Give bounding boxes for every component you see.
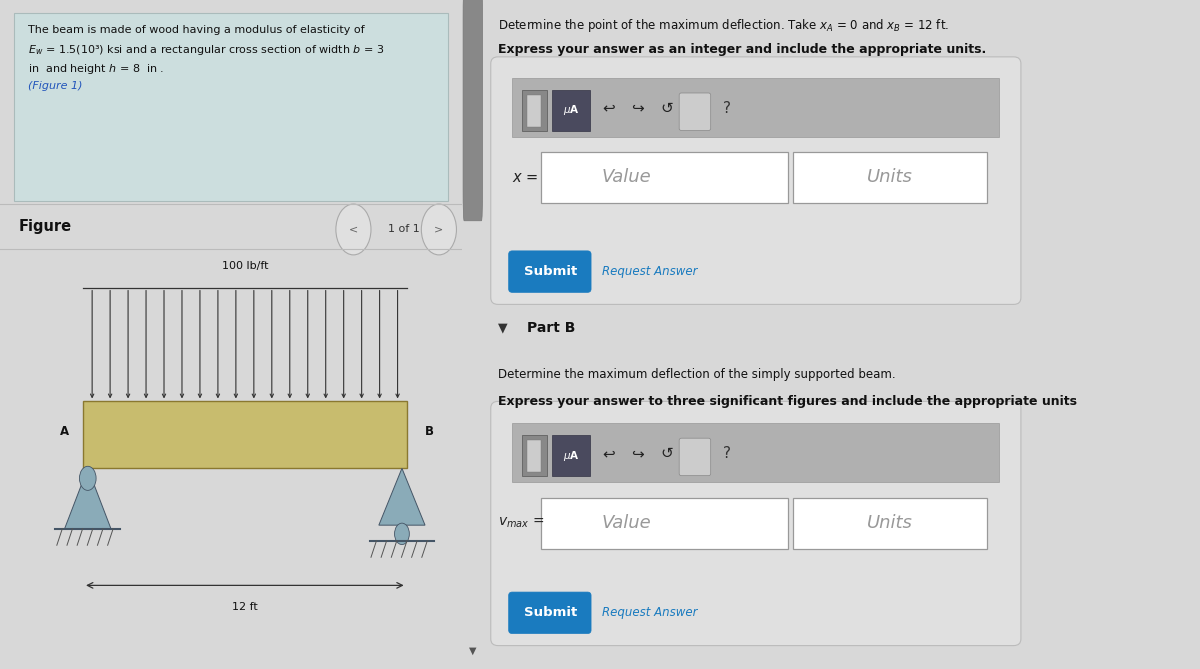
FancyBboxPatch shape (463, 0, 482, 221)
Text: $x$ =: $x$ = (512, 170, 539, 185)
Text: 12 ft: 12 ft (232, 602, 258, 612)
Text: Submit: Submit (523, 265, 577, 278)
Circle shape (336, 204, 371, 255)
FancyBboxPatch shape (522, 435, 547, 476)
Text: ↺: ↺ (660, 446, 673, 461)
FancyBboxPatch shape (509, 251, 592, 292)
Text: Units: Units (866, 169, 913, 186)
Text: ▼: ▼ (498, 321, 508, 334)
Text: ↩: ↩ (602, 101, 616, 116)
Text: ▼: ▼ (469, 646, 476, 656)
Circle shape (395, 523, 409, 545)
Text: (Figure 1): (Figure 1) (28, 81, 83, 91)
Text: A: A (60, 425, 70, 438)
Text: Units: Units (866, 514, 913, 532)
Text: ↩: ↩ (602, 446, 616, 461)
FancyBboxPatch shape (552, 90, 589, 131)
Text: The beam is made of wood having a modulus of elasticity of: The beam is made of wood having a modulu… (28, 25, 365, 35)
Text: ↪: ↪ (631, 446, 644, 461)
Text: in  and height $h$ = 8  in .: in and height $h$ = 8 in . (28, 62, 164, 76)
Text: <: < (349, 225, 358, 234)
FancyBboxPatch shape (679, 93, 710, 130)
Circle shape (421, 204, 456, 255)
FancyBboxPatch shape (491, 57, 1021, 304)
Text: Part B: Part B (527, 321, 575, 335)
Text: B: B (425, 425, 434, 438)
FancyBboxPatch shape (83, 401, 407, 468)
Polygon shape (379, 468, 425, 525)
Text: $v_{max}$ =: $v_{max}$ = (498, 516, 545, 531)
Text: ↺: ↺ (660, 101, 673, 116)
FancyBboxPatch shape (522, 90, 547, 131)
FancyBboxPatch shape (527, 95, 541, 127)
Text: ↪: ↪ (631, 101, 644, 116)
Text: $E_w$ = 1.5(10³) ksi and a rectangular cross section of width $b$ = 3: $E_w$ = 1.5(10³) ksi and a rectangular c… (28, 43, 384, 58)
Text: Express your answer to three significant figures and include the appropriate uni: Express your answer to three significant… (498, 395, 1076, 407)
Text: 1 of 1: 1 of 1 (388, 225, 420, 234)
Text: Value: Value (602, 514, 652, 532)
FancyBboxPatch shape (491, 401, 1021, 646)
FancyBboxPatch shape (541, 498, 788, 549)
FancyBboxPatch shape (552, 435, 589, 476)
Text: Request Answer: Request Answer (602, 606, 697, 619)
FancyBboxPatch shape (541, 152, 788, 203)
Text: $\mu$A: $\mu$A (563, 449, 580, 462)
FancyBboxPatch shape (512, 423, 1000, 482)
FancyBboxPatch shape (14, 13, 448, 201)
FancyBboxPatch shape (527, 440, 541, 472)
Text: Submit: Submit (523, 606, 577, 619)
Polygon shape (65, 468, 110, 529)
Text: Figure: Figure (18, 219, 72, 234)
Text: Request Answer: Request Answer (602, 265, 697, 278)
Text: Express your answer as an integer and include the appropriate units.: Express your answer as an integer and in… (498, 43, 986, 56)
Text: Determine the maximum deflection of the simply supported beam.: Determine the maximum deflection of the … (498, 368, 895, 381)
FancyBboxPatch shape (509, 592, 592, 634)
FancyBboxPatch shape (512, 78, 1000, 137)
FancyBboxPatch shape (793, 498, 986, 549)
Text: $\mu$A: $\mu$A (563, 104, 580, 117)
Text: >: > (434, 225, 444, 234)
Circle shape (79, 466, 96, 490)
Text: Determine the point of the maximum deflection. Take $x_A$ = 0 and $x_B$ = 12 ft.: Determine the point of the maximum defle… (498, 17, 949, 33)
Text: ?: ? (724, 101, 731, 116)
Text: Value: Value (602, 169, 652, 186)
FancyBboxPatch shape (679, 438, 710, 476)
FancyBboxPatch shape (793, 152, 986, 203)
Text: ?: ? (724, 446, 731, 461)
Text: 100 lb/ft: 100 lb/ft (222, 261, 268, 271)
